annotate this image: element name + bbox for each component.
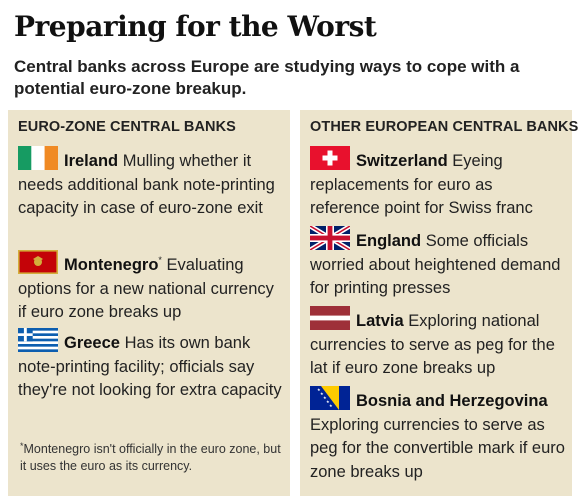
country-name: Montenegro — [64, 256, 159, 274]
footnote: *Montenegro isn't officially in the euro… — [20, 438, 282, 475]
entry-switzerland: Switzerland Eyeing replacements for euro… — [310, 146, 566, 221]
entry-ireland: Ireland Mulling whether it needs additio… — [18, 146, 284, 221]
entry-england: England Some officials worried about hei… — [310, 226, 566, 301]
country-name: Greece — [64, 334, 120, 352]
euro-zone-heading: EURO-ZONE CENTRAL BANKS — [18, 119, 236, 135]
other-european-panel: OTHER EUROPEAN CENTRAL BANKS Switzerland… — [300, 110, 579, 496]
greece-flag-icon — [18, 328, 58, 352]
svg-text:★: ★ — [317, 387, 321, 392]
country-name: Latvia — [356, 312, 404, 330]
entry-latvia: Latvia Exploring national currencies to … — [310, 306, 566, 381]
headline: Preparing for the Worst — [14, 10, 377, 43]
entry-text: Has its own bank note-printing facility;… — [18, 334, 282, 399]
footnote-marker: * — [20, 441, 24, 451]
entry-text: Some officials worried about heightened … — [310, 232, 561, 297]
entry-montenegro: Montenegro* Evaluating options for a new… — [18, 249, 284, 325]
entry-bosnia: ★ ★ ★ ★ ★ Bosnia and Herzegovina Explori… — [310, 386, 566, 484]
entry-text: Exploring currencies to serve as peg for… — [310, 415, 565, 481]
ireland-flag-icon — [18, 146, 58, 170]
euro-zone-panel: EURO-ZONE CENTRAL BANKS Ireland Mulling … — [8, 110, 290, 496]
footnote-text: Montenegro isn't officially in the euro … — [20, 442, 281, 473]
svg-text:★: ★ — [329, 403, 333, 408]
entry-text: Exploring national currencies to serve a… — [310, 312, 555, 377]
svg-text:★: ★ — [326, 399, 330, 404]
united-kingdom-flag-icon — [310, 226, 350, 250]
entry-text: Evaluating options for a new national cu… — [18, 256, 274, 321]
latvia-flag-icon — [310, 306, 350, 330]
svg-text:★: ★ — [323, 395, 327, 400]
switzerland-flag-icon — [310, 146, 350, 170]
entry-text: Mulling whether it needs additional bank… — [18, 152, 275, 217]
subheadline: Central banks across Europe are studying… — [14, 57, 520, 98]
country-name: Ireland — [64, 152, 119, 170]
other-european-heading: OTHER EUROPEAN CENTRAL BANKS — [310, 119, 579, 135]
country-name: Bosnia and Herzegovina — [356, 392, 548, 410]
montenegro-flag-icon — [18, 250, 58, 274]
entry-greece: Greece Has its own bank note-printing fa… — [18, 328, 284, 403]
country-name: England — [356, 232, 422, 250]
bosnia-flag-icon: ★ ★ ★ ★ ★ — [310, 386, 350, 410]
footnote-marker: * — [158, 255, 162, 265]
country-name: Switzerland — [356, 152, 448, 170]
svg-text:★: ★ — [320, 391, 324, 396]
entry-text: Eyeing replacements for euro as referenc… — [310, 152, 533, 217]
